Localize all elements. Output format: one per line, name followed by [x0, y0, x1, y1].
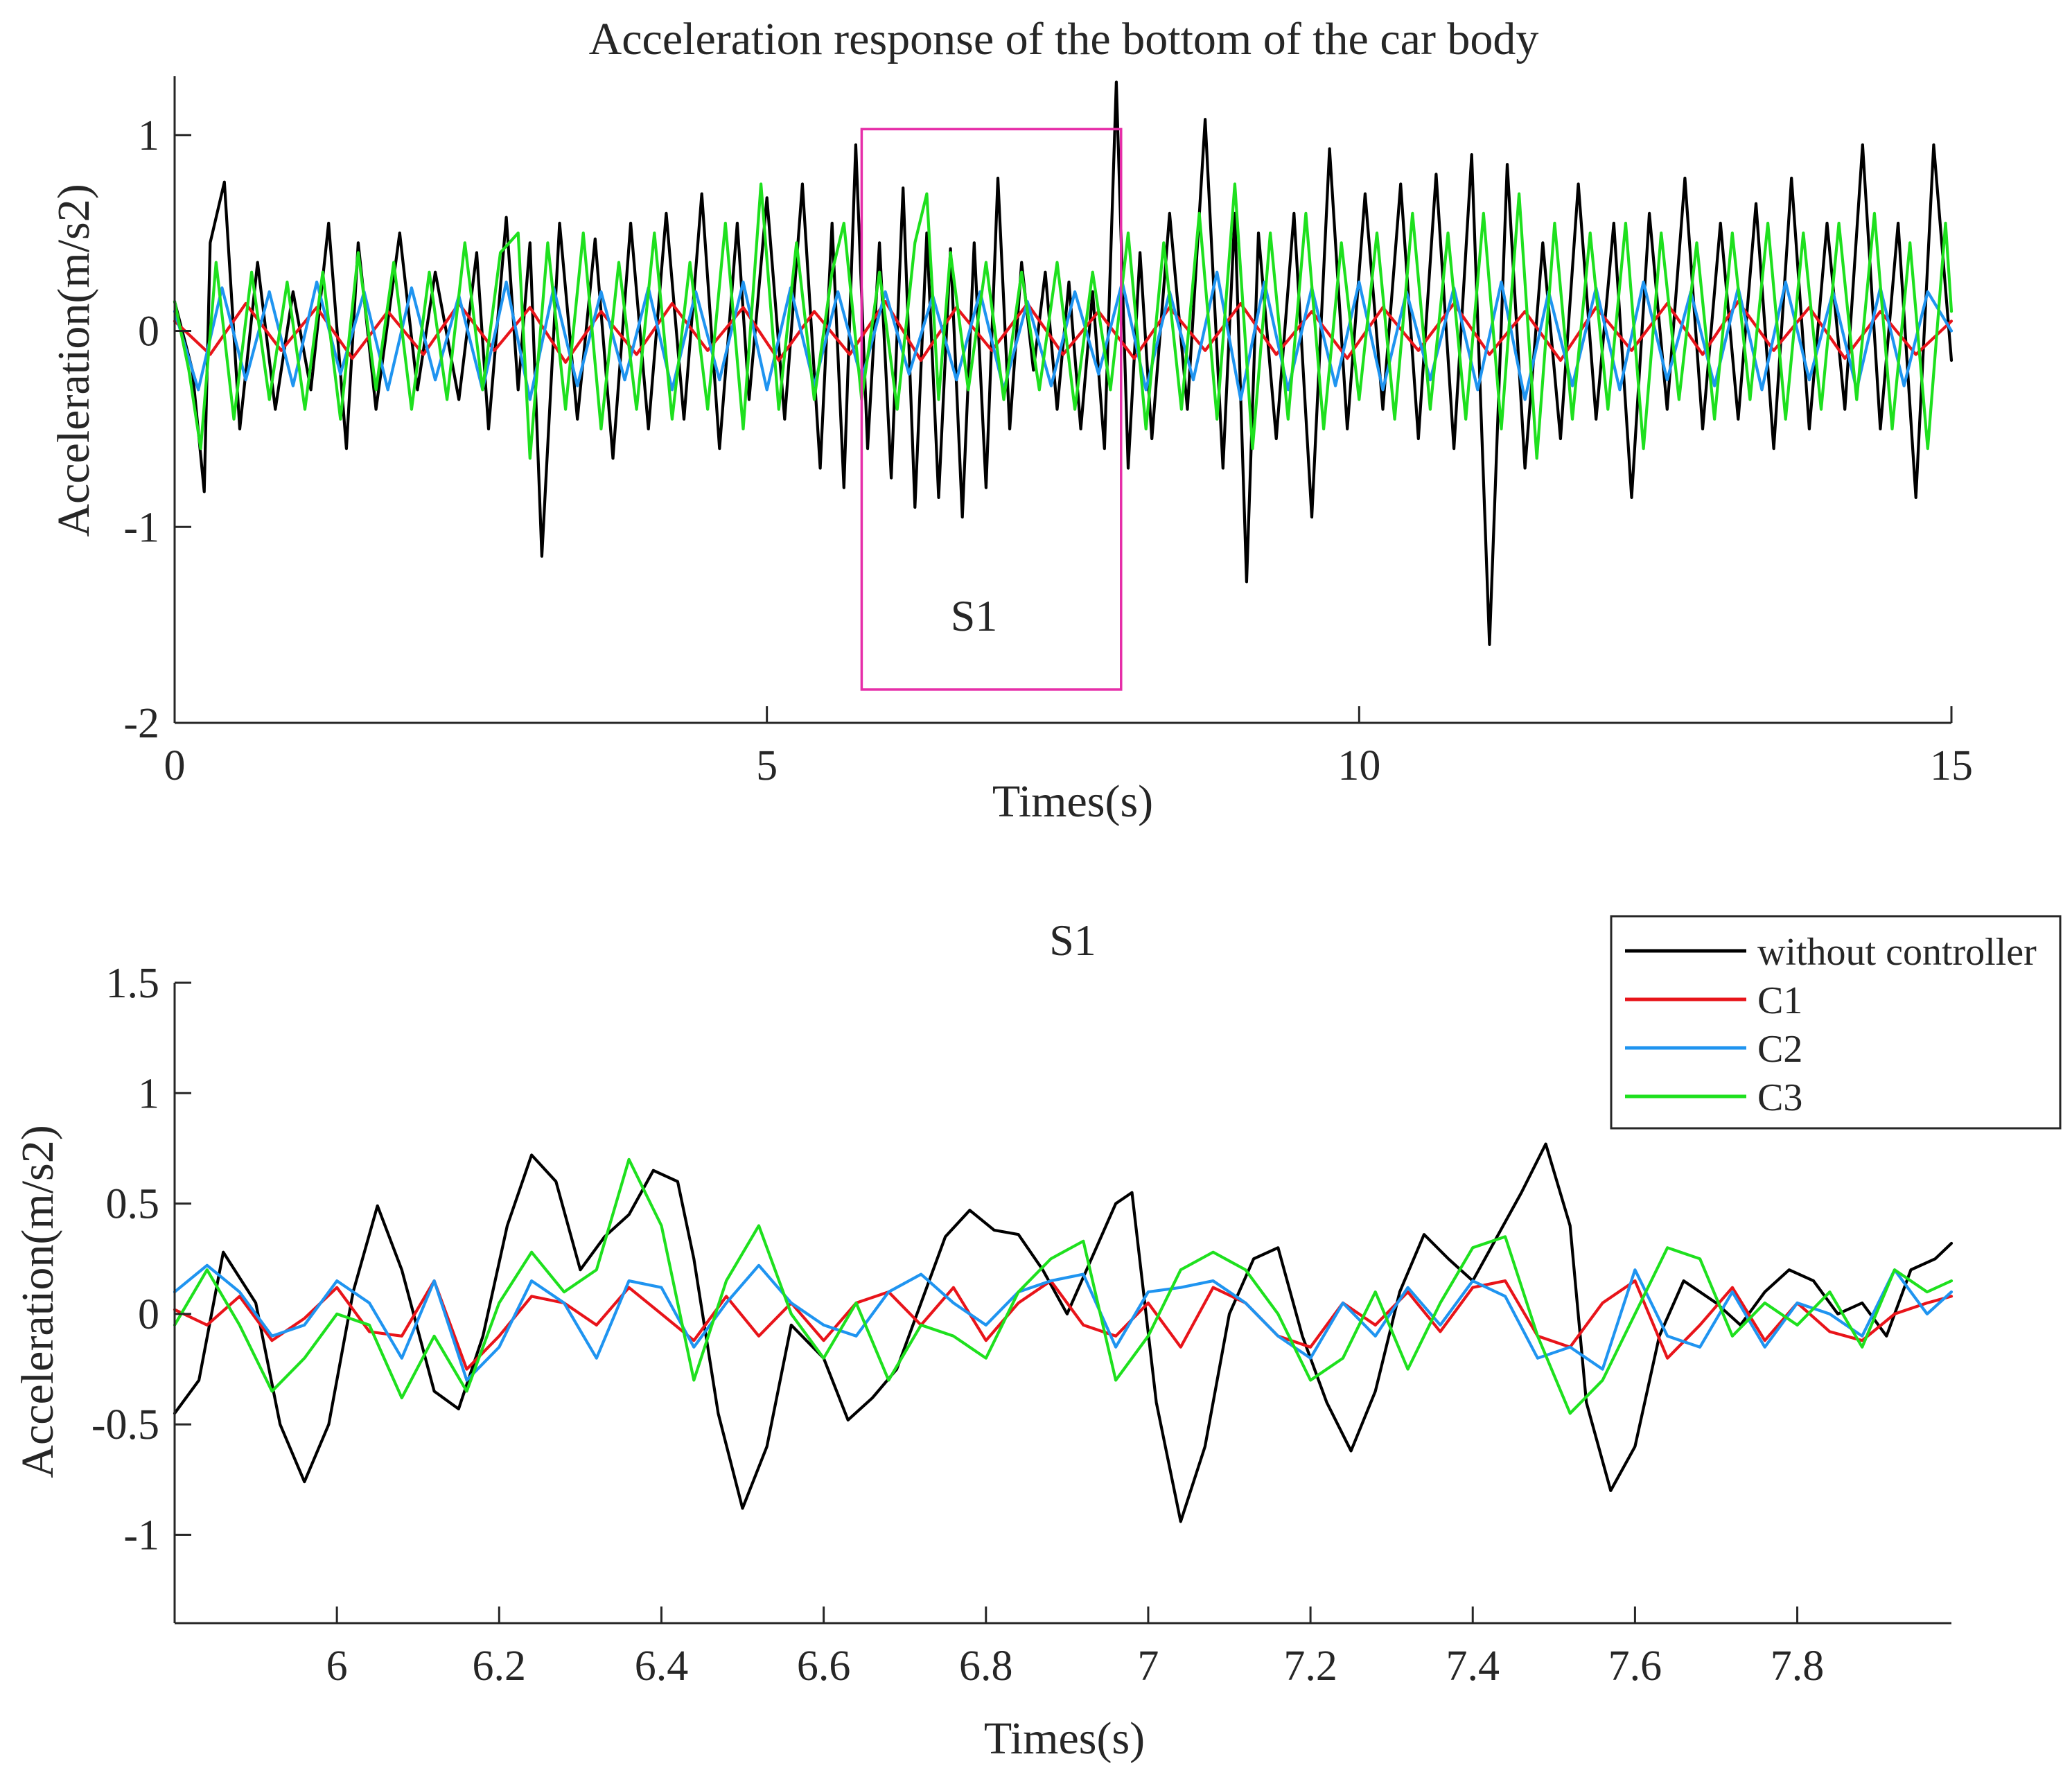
- zoom-series-group: [173, 1142, 1954, 1523]
- zoom-y-ticks: -1 -0.5 0 0.5 1 1.5: [91, 960, 191, 1559]
- legend-label-c2: C2: [1757, 1028, 1802, 1071]
- overview-ylabel: Acceleration(m/s2): [49, 184, 99, 536]
- overview-chart: Acceleration response of the bottom of t…: [49, 14, 1973, 827]
- overview-y-ticks: -2 -1 0 1: [123, 112, 191, 747]
- zm-ytick-label: -1: [123, 1512, 159, 1559]
- zm-xtick-label: 7: [1137, 1643, 1159, 1690]
- zm-series-c1: [173, 1279, 1954, 1371]
- zm-xtick-label: 7.8: [1771, 1643, 1825, 1690]
- zoom-ylabel: Acceleration(m/s2): [12, 1125, 63, 1478]
- s1-highlight-rect: [860, 128, 1123, 691]
- ov-xtick-label: 10: [1337, 742, 1380, 789]
- legend-label-c1: C1: [1757, 979, 1802, 1022]
- zoom-xlabel: Times(s): [984, 1713, 1145, 1764]
- ov-ytick-label: 1: [138, 112, 159, 159]
- ov-xtick-label: 0: [164, 742, 186, 789]
- overview-series-group: [173, 80, 1954, 646]
- zm-ytick-label: 1.5: [106, 960, 160, 1007]
- zm-xtick-label: 6.2: [473, 1643, 527, 1690]
- zoom-x-ticks: 6 6.2 6.4 6.6 6.8 7 7.2 7.4 7.6 7.8: [326, 1607, 1825, 1690]
- zoom-chart: S1 6 6.2 6.4 6.6 6.8 7 7.2 7.4 7.6 7.8 -1 -0.5 0 0.5…: [12, 915, 2062, 1764]
- ov-xtick-label: 15: [1930, 742, 1973, 789]
- zm-xtick-label: 6.4: [635, 1643, 689, 1690]
- overview-x-ticks: 0 5 10 15: [164, 706, 1973, 789]
- ov-ytick-label: 0: [138, 308, 159, 356]
- zm-ytick-label: 0.5: [106, 1181, 160, 1228]
- ov-xtick-label: 5: [756, 742, 778, 789]
- ov-series-c3: [173, 182, 1954, 460]
- zm-series-c3: [173, 1157, 1954, 1415]
- zoom-title: S1: [1049, 916, 1096, 965]
- ov-ytick-label: -1: [123, 504, 159, 551]
- legend-entries: without controller C1 C2 C3: [1625, 931, 2037, 1119]
- s1-highlight-box: S1: [860, 128, 1123, 691]
- zm-xtick-label: 7.4: [1446, 1643, 1500, 1690]
- zm-xtick-label: 6.6: [797, 1643, 851, 1690]
- overview-title: Acceleration response of the bottom of t…: [589, 14, 1539, 64]
- legend: without controller C1 C2 C3: [1610, 915, 2062, 1130]
- zm-xtick-label: 6.8: [959, 1643, 1013, 1690]
- zm-ytick-label: 1: [138, 1070, 159, 1117]
- ov-series-c2: [173, 270, 1954, 401]
- zm-ytick-label: -0.5: [91, 1401, 159, 1448]
- zm-ytick-label: 0: [138, 1291, 159, 1338]
- zm-xtick-label: 7.6: [1608, 1643, 1662, 1690]
- zm-xtick-label: 6: [326, 1643, 348, 1690]
- s1-highlight-label: S1: [951, 591, 998, 640]
- overview-xlabel: Times(s): [992, 776, 1153, 827]
- zm-xtick-label: 7.2: [1283, 1643, 1337, 1690]
- legend-label-c3: C3: [1757, 1076, 1802, 1119]
- zm-series-without-controller: [173, 1142, 1954, 1523]
- ov-ytick-label: -2: [123, 700, 159, 747]
- legend-label-without-controller: without controller: [1757, 931, 2037, 974]
